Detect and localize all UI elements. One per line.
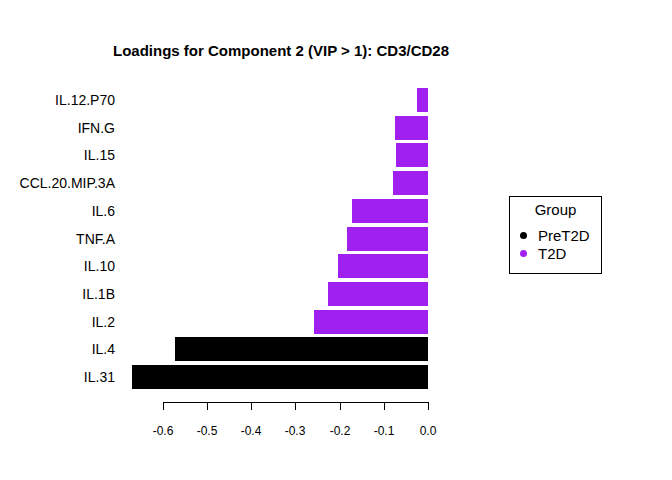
legend-item: T2D <box>520 244 566 262</box>
legend-title: Group <box>510 201 601 219</box>
legend-dot-icon <box>520 232 527 239</box>
bar <box>396 143 428 167</box>
x-axis-tick <box>207 402 208 410</box>
bar <box>395 116 428 140</box>
category-label: IL.2 <box>0 313 115 331</box>
category-label: CCL.20.MIP.3A <box>0 174 115 192</box>
bar <box>347 227 428 251</box>
category-label: IL.15 <box>0 146 115 164</box>
category-label: IL.31 <box>0 368 115 386</box>
bar <box>328 282 428 306</box>
x-axis-tick-label: -0.2 <box>318 424 362 438</box>
x-axis-tick <box>340 402 341 410</box>
x-axis-tick-label: -0.4 <box>229 424 273 438</box>
x-axis-tick-label: -0.5 <box>185 424 229 438</box>
x-axis-tick <box>384 402 385 410</box>
legend-item: PreT2D <box>520 226 590 244</box>
bar <box>314 310 428 334</box>
bar <box>393 171 428 195</box>
legend-item-label: PreT2D <box>538 227 590 244</box>
bar <box>175 337 428 361</box>
bar <box>352 199 428 223</box>
x-axis-tick <box>163 402 164 410</box>
category-label: IL.4 <box>0 340 115 358</box>
x-axis-tick-label: 0.0 <box>406 424 450 438</box>
x-axis-tick <box>428 402 429 410</box>
x-axis-tick-label: -0.1 <box>362 424 406 438</box>
category-label: IL.1B <box>0 285 115 303</box>
legend-item-label: T2D <box>538 245 566 262</box>
bar-chart: Loadings for Component 2 (VIP > 1): CD3/… <box>0 0 672 480</box>
category-label: TNF.A <box>0 230 115 248</box>
category-label: IL.12.P70 <box>0 91 115 109</box>
x-axis-tick-label: -0.3 <box>273 424 317 438</box>
category-label: IL.10 <box>0 257 115 275</box>
x-axis-tick <box>295 402 296 410</box>
bar <box>132 365 428 389</box>
bar <box>338 254 428 278</box>
legend-dot-icon <box>520 250 527 257</box>
legend: Group PreT2D T2D <box>509 196 602 274</box>
x-axis-tick-label: -0.6 <box>141 424 185 438</box>
category-label: IFN.G <box>0 119 115 137</box>
category-label: IL.6 <box>0 202 115 220</box>
bar <box>417 88 428 112</box>
x-axis-line <box>163 402 429 403</box>
x-axis-tick <box>251 402 252 410</box>
